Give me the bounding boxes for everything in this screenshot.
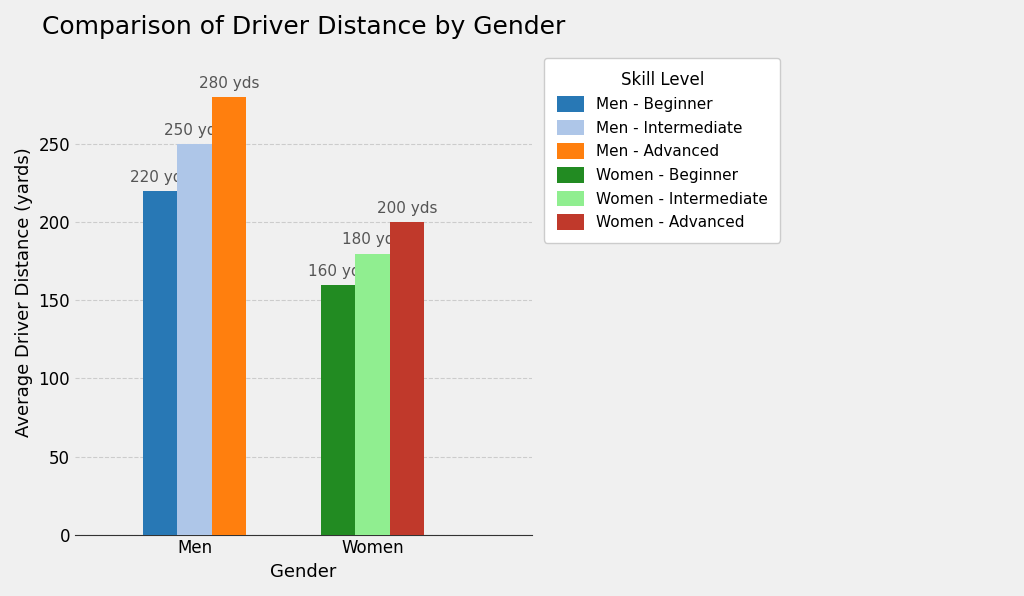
Text: 250 yds: 250 yds [165,123,225,138]
Bar [212,98,247,535]
Bar [355,254,390,535]
X-axis label: Gender: Gender [270,563,337,581]
Bar [390,222,425,535]
Bar [142,191,177,535]
Text: 180 yds: 180 yds [342,232,402,247]
Text: 220 yds: 220 yds [130,170,190,185]
Y-axis label: Average Driver Distance (yards): Average Driver Distance (yards) [15,148,33,437]
Bar [321,285,355,535]
Text: 280 yds: 280 yds [199,76,259,91]
Legend: Men - Beginner, Men - Intermediate, Men - Advanced, Women - Beginner, Women - In: Men - Beginner, Men - Intermediate, Men … [545,58,780,243]
Text: 200 yds: 200 yds [377,201,437,216]
Text: 160 yds: 160 yds [308,263,369,278]
Bar [177,144,212,535]
Title: Comparison of Driver Distance by Gender: Comparison of Driver Distance by Gender [42,15,565,39]
